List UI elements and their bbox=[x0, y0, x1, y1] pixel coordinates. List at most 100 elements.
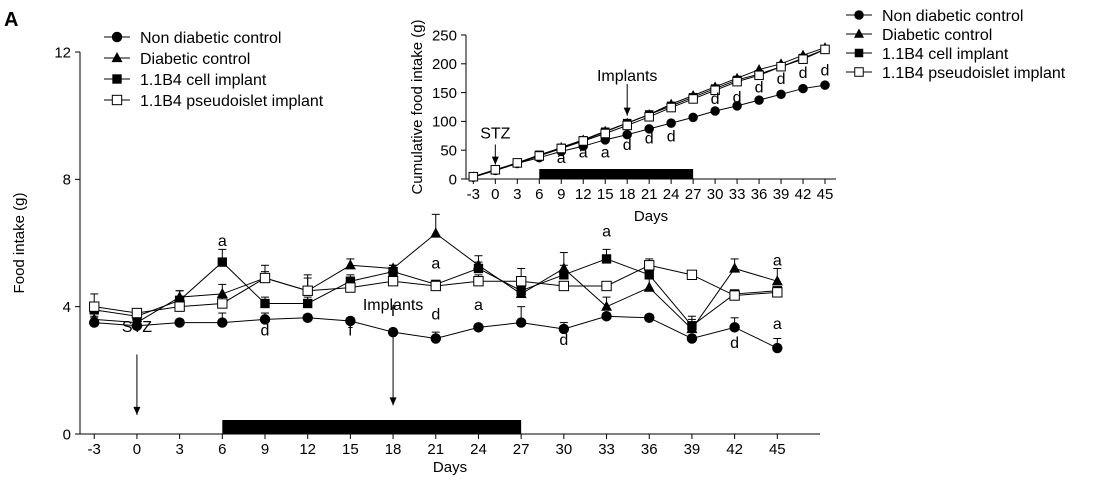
data-point bbox=[772, 342, 783, 354]
data-point bbox=[259, 272, 271, 284]
data-point bbox=[643, 281, 655, 292]
data-point bbox=[174, 295, 185, 305]
x-tick-label: 27 bbox=[513, 441, 530, 458]
series-1-1b4-pseudoislet-implant bbox=[89, 258, 783, 319]
y-tick-label: 200 bbox=[432, 56, 457, 73]
data-point bbox=[473, 322, 484, 333]
event-arrowhead bbox=[389, 397, 397, 406]
legend: Non diabetic control Diabetic control 1.1B… bbox=[104, 30, 324, 110]
data-point bbox=[174, 317, 185, 328]
data-point bbox=[644, 312, 655, 324]
data-point bbox=[512, 158, 523, 168]
data-point bbox=[820, 44, 830, 55]
significance-label: f bbox=[391, 303, 396, 320]
legend-marker bbox=[854, 28, 864, 38]
treatment-bar bbox=[222, 420, 522, 434]
data-point bbox=[430, 280, 441, 292]
y-tick-label: 250 bbox=[432, 27, 457, 44]
x-tick-label: 45 bbox=[817, 186, 834, 203]
data-point bbox=[89, 301, 100, 312]
data-point bbox=[558, 323, 570, 335]
x-tick-label: 12 bbox=[299, 441, 316, 458]
data-point bbox=[388, 266, 398, 277]
significance-label: d bbox=[730, 335, 739, 352]
data-point bbox=[820, 80, 830, 90]
legend-marker bbox=[854, 10, 864, 20]
y-tick-label: 8 bbox=[63, 172, 71, 189]
x-tick-label: 42 bbox=[795, 186, 812, 203]
data-point bbox=[729, 322, 740, 333]
event-label: STZ bbox=[122, 319, 152, 336]
data-point bbox=[131, 307, 143, 319]
treatment-bar bbox=[539, 169, 694, 179]
data-point bbox=[515, 276, 527, 287]
data-point bbox=[260, 298, 270, 309]
data-point bbox=[345, 276, 356, 286]
x-tick-label: 21 bbox=[427, 441, 444, 458]
data-point bbox=[601, 310, 612, 322]
data-point bbox=[345, 282, 356, 293]
data-point bbox=[798, 54, 808, 64]
significance-label: d bbox=[559, 332, 568, 349]
x-tick-label: 18 bbox=[619, 186, 636, 203]
data-point bbox=[710, 106, 720, 116]
x-tick-label: 0 bbox=[491, 186, 499, 203]
x-tick-label: 18 bbox=[385, 441, 402, 458]
significance-label: a bbox=[773, 316, 782, 333]
legend-label: Diabetic control bbox=[140, 51, 250, 68]
x-tick-label: 36 bbox=[751, 186, 768, 203]
data-point bbox=[666, 102, 676, 113]
significance-label: a bbox=[557, 150, 566, 167]
data-point bbox=[688, 112, 698, 123]
x-tick-label: 3 bbox=[513, 186, 521, 203]
x-tick-label: 24 bbox=[470, 441, 487, 458]
x-tick-label: 30 bbox=[707, 186, 724, 203]
data-point bbox=[387, 276, 399, 287]
significance-label: a bbox=[474, 297, 483, 314]
data-point bbox=[686, 269, 698, 281]
significance-label: d bbox=[821, 62, 830, 79]
legend: Non diabetic control Diabetic control 1.1B… bbox=[846, 8, 1066, 82]
y-tick-label: 100 bbox=[432, 114, 457, 131]
x-tick-label: 6 bbox=[535, 186, 543, 203]
x-tick-label: 33 bbox=[729, 186, 746, 203]
legend-marker bbox=[854, 67, 864, 77]
data-point bbox=[578, 136, 588, 146]
data-point bbox=[556, 143, 566, 154]
data-point bbox=[772, 287, 783, 298]
significance-label: d bbox=[431, 306, 440, 323]
legend-label: 1.1B4 cell implant bbox=[140, 72, 267, 89]
y-tick-label: 50 bbox=[440, 142, 457, 159]
significance-label: d bbox=[667, 129, 676, 146]
data-point bbox=[776, 61, 786, 72]
significance-label: a bbox=[602, 224, 611, 241]
data-point bbox=[644, 112, 654, 122]
x-tick-label: 15 bbox=[342, 441, 359, 458]
significance-label: d bbox=[645, 130, 654, 147]
legend-label: Non diabetic control bbox=[882, 8, 1023, 25]
y-tick-label: 150 bbox=[432, 85, 457, 102]
y-tick-label: 0 bbox=[449, 171, 457, 188]
panel-label: A bbox=[4, 9, 18, 31]
data-point bbox=[217, 257, 227, 267]
data-point bbox=[473, 263, 484, 274]
data-point bbox=[729, 262, 741, 273]
data-point bbox=[754, 70, 764, 81]
x-tick-label: 9 bbox=[557, 186, 565, 203]
data-point bbox=[601, 280, 612, 292]
x-tick-label: 39 bbox=[773, 186, 790, 203]
y-tick-label: 12 bbox=[54, 44, 71, 61]
significance-label: a bbox=[431, 255, 440, 272]
data-point bbox=[88, 313, 100, 324]
x-tick-label: 0 bbox=[133, 441, 141, 458]
legend-label: Diabetic control bbox=[882, 27, 992, 44]
x-axis-label: Days bbox=[433, 459, 467, 476]
x-tick-label: 24 bbox=[663, 186, 680, 203]
data-point bbox=[302, 312, 313, 324]
significance-label: d bbox=[777, 71, 786, 88]
data-point bbox=[754, 95, 764, 105]
event-label: Implants bbox=[363, 297, 423, 314]
data-point bbox=[732, 76, 742, 87]
x-tick-label: 15 bbox=[597, 186, 614, 203]
